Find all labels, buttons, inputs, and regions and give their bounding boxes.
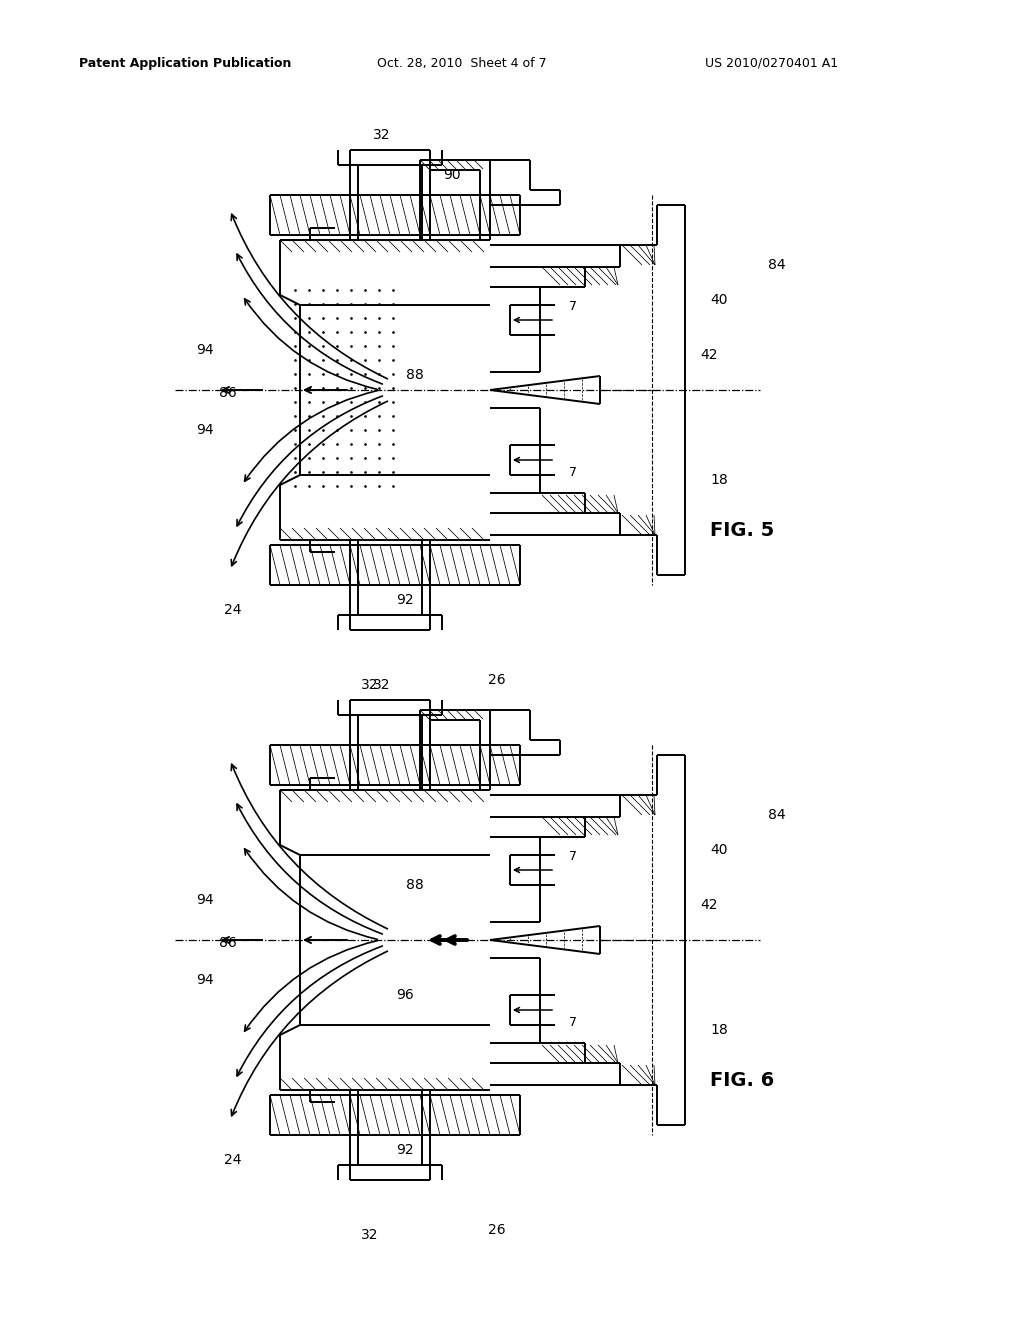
Text: 94: 94	[197, 422, 214, 437]
Text: 18: 18	[710, 1023, 728, 1038]
Text: 32: 32	[374, 678, 391, 692]
Text: 7: 7	[569, 850, 577, 863]
Text: 32: 32	[361, 678, 379, 692]
Text: 26: 26	[488, 1224, 506, 1237]
Text: 94: 94	[197, 343, 214, 356]
Text: 32: 32	[361, 1228, 379, 1242]
Text: US 2010/0270401 A1: US 2010/0270401 A1	[706, 57, 839, 70]
Text: 90: 90	[443, 168, 461, 182]
Text: 86: 86	[219, 936, 237, 950]
Text: FIG. 5: FIG. 5	[710, 520, 774, 540]
Text: 7: 7	[569, 466, 577, 479]
Text: 88: 88	[407, 368, 424, 381]
Text: 94: 94	[197, 973, 214, 987]
Text: 40: 40	[710, 293, 727, 308]
Text: 26: 26	[488, 673, 506, 686]
Text: 88: 88	[407, 878, 424, 892]
Text: 84: 84	[768, 257, 785, 272]
Text: 86: 86	[219, 385, 237, 400]
Text: 94: 94	[197, 894, 214, 907]
Text: 42: 42	[700, 898, 718, 912]
Text: 32: 32	[374, 128, 391, 143]
Text: 92: 92	[396, 1143, 414, 1158]
Text: Oct. 28, 2010  Sheet 4 of 7: Oct. 28, 2010 Sheet 4 of 7	[377, 57, 547, 70]
Text: 24: 24	[224, 603, 242, 616]
Text: 18: 18	[710, 473, 728, 487]
Text: 7: 7	[569, 1016, 577, 1030]
Text: 40: 40	[710, 843, 727, 857]
Text: 96: 96	[396, 987, 414, 1002]
Text: Patent Application Publication: Patent Application Publication	[79, 57, 291, 70]
Text: 84: 84	[768, 808, 785, 822]
Text: 7: 7	[569, 301, 577, 314]
Text: 24: 24	[224, 1152, 242, 1167]
Text: 42: 42	[700, 348, 718, 362]
Text: 92: 92	[396, 593, 414, 607]
Text: FIG. 6: FIG. 6	[710, 1071, 774, 1089]
